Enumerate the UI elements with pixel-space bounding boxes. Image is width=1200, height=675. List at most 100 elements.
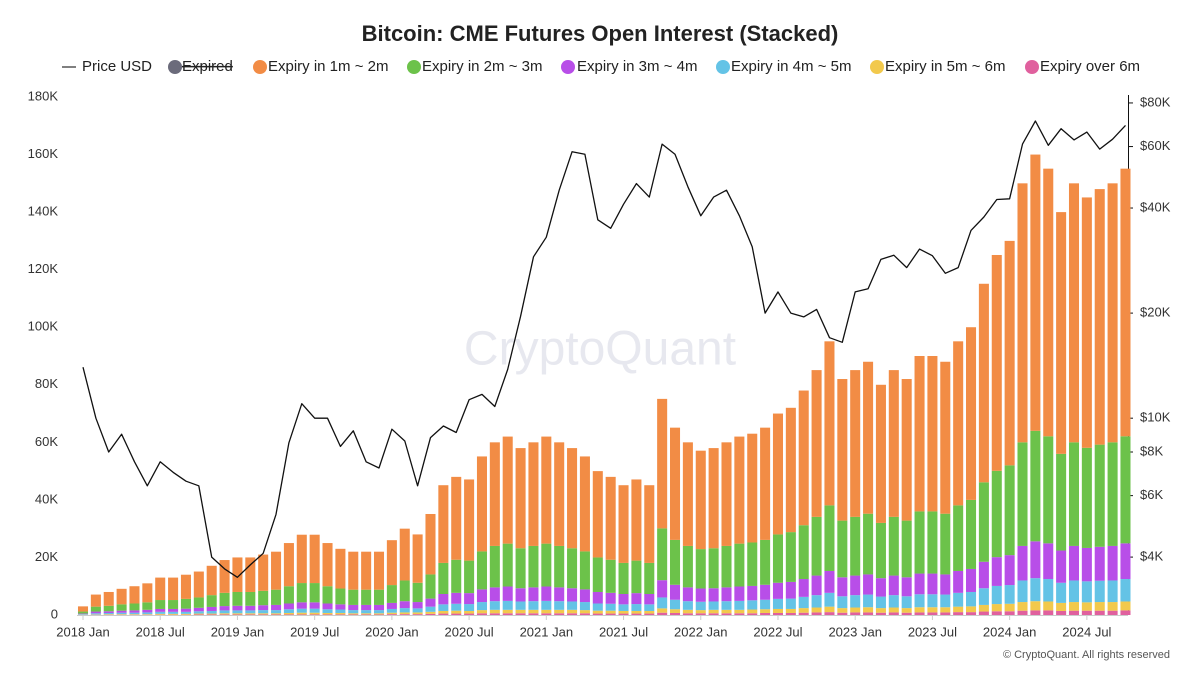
bar-segment bbox=[747, 433, 758, 543]
bar-segment bbox=[515, 588, 526, 602]
bar-segment bbox=[927, 511, 938, 574]
bar-segment bbox=[258, 614, 269, 615]
bar-segment bbox=[1081, 602, 1092, 611]
bar-segment bbox=[592, 471, 603, 558]
bar-segment bbox=[476, 613, 487, 615]
bar-segment bbox=[271, 613, 282, 615]
bar-segment bbox=[657, 528, 668, 581]
bar-segment bbox=[966, 568, 977, 592]
bar-segment bbox=[425, 598, 436, 607]
bar-segment bbox=[579, 610, 590, 614]
bar-segment bbox=[927, 594, 938, 608]
bar-segment bbox=[1068, 610, 1080, 615]
y-tick-label: 80K bbox=[35, 376, 58, 391]
bar-segment bbox=[296, 614, 307, 615]
bar-segment bbox=[940, 513, 951, 575]
bar-segment bbox=[824, 570, 835, 593]
bar-segment bbox=[657, 597, 668, 609]
bar-segment bbox=[258, 610, 269, 614]
bar-segment bbox=[734, 586, 745, 601]
bar-segment bbox=[631, 593, 642, 605]
bar-segment bbox=[991, 254, 1002, 471]
bar-segment bbox=[296, 534, 307, 584]
x-tick-label: 2022 Jan bbox=[674, 624, 728, 639]
bar-segment bbox=[695, 601, 706, 611]
bar-segment bbox=[373, 551, 385, 590]
bar-segment bbox=[670, 427, 681, 540]
bar-segment bbox=[631, 613, 642, 615]
bar-segment bbox=[1081, 197, 1092, 448]
bar-segment bbox=[785, 598, 796, 609]
bar-segment bbox=[811, 516, 822, 576]
bar-segment bbox=[180, 611, 191, 614]
bar-segment bbox=[978, 561, 989, 589]
bar-segment bbox=[322, 586, 333, 604]
bar-segment bbox=[618, 485, 629, 563]
bar-segment bbox=[747, 585, 758, 601]
bar-segment bbox=[721, 613, 732, 615]
bar-segment bbox=[785, 407, 796, 533]
bar-segment bbox=[888, 516, 899, 576]
bar-segment bbox=[554, 601, 565, 610]
bar-segment bbox=[863, 594, 874, 608]
bar-segment bbox=[940, 574, 951, 595]
bar-segment bbox=[373, 614, 385, 615]
bar-segment bbox=[168, 608, 179, 612]
bar-segment bbox=[850, 575, 861, 596]
bar-segment bbox=[438, 604, 449, 611]
bar-segment bbox=[1107, 183, 1118, 443]
bar-segment bbox=[1094, 602, 1105, 611]
bar-segment bbox=[1094, 444, 1105, 547]
bar-segment bbox=[721, 609, 732, 614]
bar-segment bbox=[940, 594, 951, 608]
bar-segment bbox=[155, 613, 166, 615]
bar-segment bbox=[1004, 240, 1015, 466]
bar-segment bbox=[193, 607, 204, 612]
bar-segment bbox=[657, 612, 668, 615]
bar-segment bbox=[296, 602, 307, 609]
bar-segment bbox=[554, 442, 565, 546]
bar-segment bbox=[361, 604, 372, 611]
bar-segment bbox=[1081, 610, 1092, 615]
bar-segment bbox=[670, 612, 681, 615]
y-tick-label: 140K bbox=[28, 204, 59, 219]
bar-segment bbox=[541, 613, 552, 615]
bar-segment bbox=[837, 520, 848, 578]
bar-segment bbox=[451, 559, 462, 593]
bar-segment bbox=[283, 614, 294, 615]
bar-segment bbox=[695, 613, 706, 615]
bar-segment bbox=[785, 608, 796, 613]
bar-segment bbox=[464, 613, 475, 615]
bar-segment bbox=[850, 370, 861, 517]
bar-segment bbox=[103, 591, 114, 606]
bar-segment bbox=[798, 579, 809, 597]
bar-segment bbox=[464, 479, 475, 561]
bar-segment bbox=[1107, 610, 1118, 615]
bar-segment bbox=[708, 609, 719, 614]
bar-segment bbox=[567, 448, 578, 549]
bar-segment bbox=[180, 598, 191, 609]
bar-segment bbox=[206, 606, 217, 611]
bar-segment bbox=[863, 513, 874, 575]
bar-segment bbox=[386, 614, 397, 615]
bar-segment bbox=[1094, 546, 1105, 581]
bar-segment bbox=[1107, 545, 1118, 581]
bar-segment bbox=[219, 614, 230, 615]
bar-segment bbox=[966, 606, 977, 613]
bar-segment bbox=[927, 356, 938, 512]
bar-segment bbox=[772, 534, 783, 583]
bar-segment bbox=[373, 610, 385, 614]
bar-segment bbox=[618, 593, 629, 605]
bar-segment bbox=[116, 588, 127, 605]
y-tick-label: 180K bbox=[28, 88, 59, 103]
bar-segment bbox=[361, 610, 372, 614]
bar-segment bbox=[618, 562, 629, 594]
legend-swatch bbox=[1025, 60, 1039, 74]
bar-segment bbox=[232, 610, 243, 614]
bar-segment bbox=[155, 577, 166, 601]
bar-segment bbox=[232, 614, 243, 615]
bar-segment bbox=[193, 614, 204, 615]
bar-segment bbox=[322, 603, 333, 610]
bar-segment bbox=[644, 485, 655, 563]
bar-segment bbox=[579, 613, 590, 615]
